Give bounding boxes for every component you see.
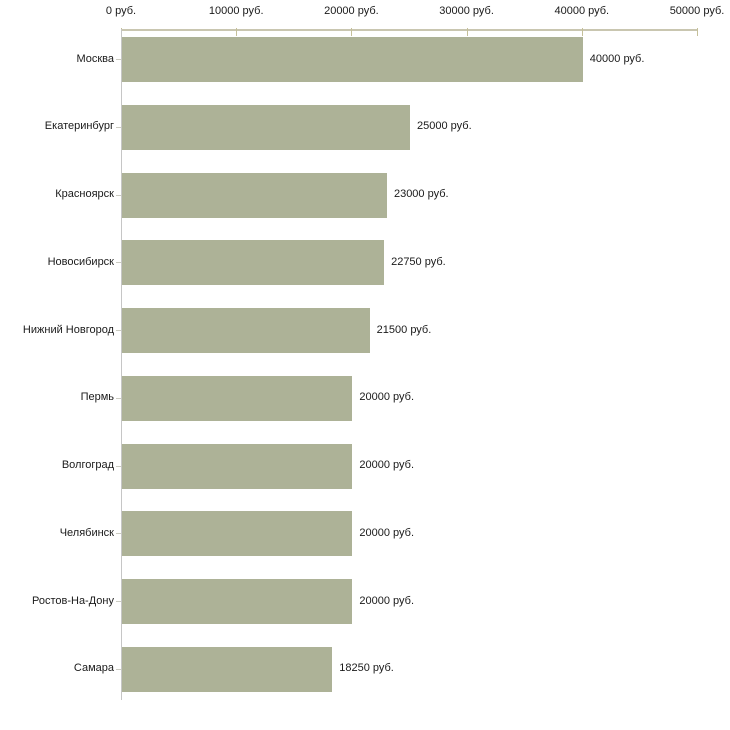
bar-value-label: 20000 руб.	[359, 526, 415, 539]
category-tick	[116, 262, 121, 264]
bar	[122, 172, 387, 218]
category-label: Челябинск	[59, 526, 114, 539]
x-axis-tick-label: 30000 руб.	[439, 5, 494, 17]
bar	[122, 104, 410, 150]
category-tick	[116, 59, 121, 60]
bar	[122, 375, 353, 421]
category-label: Москва	[76, 52, 114, 65]
x-axis-tick	[466, 28, 468, 36]
bar-value-label: 18250 руб.	[339, 662, 394, 675]
category-label: Екатеринбург	[44, 120, 114, 133]
x-axis-tick-label: 0 руб.	[105, 5, 137, 17]
bar	[122, 511, 353, 557]
x-axis-line	[121, 29, 698, 31]
x-axis-tick-label: 50000 руб.	[669, 5, 725, 17]
category-label: Самара	[73, 662, 114, 675]
category-tick	[116, 601, 121, 602]
x-axis-tick-label: 20000 руб.	[324, 5, 379, 17]
category-label: Красноярск	[55, 188, 114, 200]
category-tick	[116, 397, 121, 399]
category-label: Нижний Новгород	[22, 323, 114, 336]
bar-value-label: 20000 руб.	[359, 594, 415, 607]
bar-value-label: 40000 руб.	[589, 52, 645, 65]
bar	[122, 240, 385, 286]
category-tick	[116, 668, 121, 670]
bar-value-label: 20000 руб.	[359, 391, 415, 404]
bar-value-label: 23000 руб.	[393, 188, 449, 200]
category-tick	[116, 126, 121, 128]
category-label: Ростов-На-Дону	[31, 594, 114, 607]
bar	[122, 443, 353, 489]
bar	[122, 579, 353, 624]
bar	[122, 646, 333, 692]
x-axis-tick	[236, 28, 238, 36]
x-axis-tick-label: 40000 руб.	[554, 5, 610, 17]
bar	[122, 308, 370, 353]
category-tick	[116, 465, 121, 467]
x-axis-tick	[351, 28, 353, 36]
category-label: Волгоград	[61, 459, 114, 471]
category-tick	[116, 330, 121, 331]
category-tick	[116, 194, 121, 196]
bar-value-label: 25000 руб.	[417, 120, 472, 133]
x-axis-tick-label: 10000 руб.	[208, 5, 264, 17]
bar-value-label: 21500 руб.	[376, 323, 432, 336]
bar-value-label: 22750 руб.	[391, 255, 446, 268]
bar	[122, 37, 583, 82]
category-label: Новосибирск	[47, 255, 114, 268]
category-label: Пермь	[80, 391, 114, 404]
bar-value-label: 20000 руб.	[359, 459, 415, 471]
category-tick	[116, 533, 121, 535]
y-axis-line	[121, 29, 122, 700]
x-axis-tick	[697, 28, 698, 36]
x-axis-tick	[581, 28, 583, 36]
